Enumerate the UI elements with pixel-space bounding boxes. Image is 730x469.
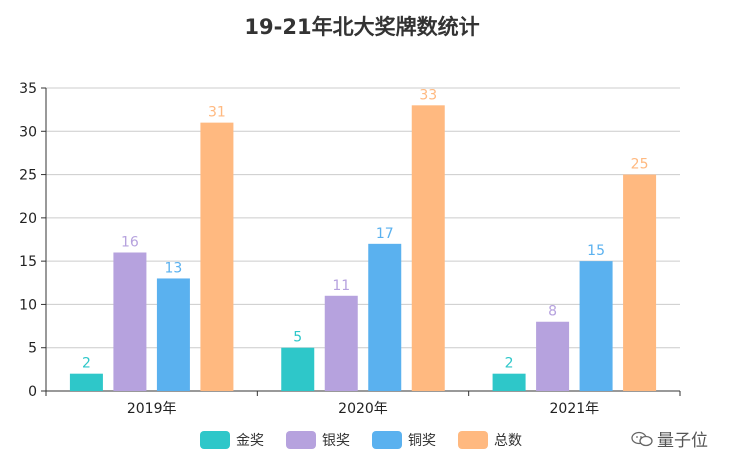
x-tick-label: 2020年 xyxy=(338,401,388,417)
legend-swatch xyxy=(372,431,402,449)
y-tick-label: 35 xyxy=(19,81,37,97)
x-tick-label: 2019年 xyxy=(127,401,177,417)
y-tick-label: 30 xyxy=(19,124,37,140)
data-label: 17 xyxy=(376,226,394,242)
y-tick-label: 20 xyxy=(19,211,37,227)
legend-label: 银奖 xyxy=(322,432,350,449)
data-label: 13 xyxy=(165,260,183,276)
watermark-text: 量子位 xyxy=(657,431,708,451)
data-label: 2 xyxy=(82,356,91,372)
legend-swatch xyxy=(458,431,488,449)
watermark: 量子位 xyxy=(631,426,708,451)
data-label: 2 xyxy=(505,356,514,372)
legend-swatch xyxy=(286,431,316,449)
bar-3-0 xyxy=(200,122,234,391)
bar-2-0 xyxy=(156,278,190,391)
bar-0-0 xyxy=(69,373,103,391)
data-label: 11 xyxy=(332,278,350,294)
legend-item[interactable]: 金奖 xyxy=(200,431,264,449)
y-axis: 0 5 10 15 20 25 30 35 xyxy=(19,81,47,400)
legend-label: 总数 xyxy=(494,433,522,449)
legend-label: 金奖 xyxy=(236,432,264,449)
y-tick-label: 15 xyxy=(19,254,37,270)
bars xyxy=(69,105,657,392)
gridlines xyxy=(46,87,680,349)
y-tick-label: 25 xyxy=(19,168,37,184)
y-tick-label: 10 xyxy=(19,297,37,313)
data-label: 31 xyxy=(208,105,226,121)
chart-title: 19-21年北大奖牌数统计 xyxy=(244,15,479,39)
bar-3-2 xyxy=(623,174,657,391)
bar-1-2 xyxy=(536,321,570,391)
bar-3-1 xyxy=(411,105,445,392)
bar-2-1 xyxy=(368,243,402,391)
data-label: 33 xyxy=(419,87,437,103)
x-axis: 2019年 2020年 2021年 xyxy=(45,390,681,417)
data-label: 16 xyxy=(121,234,139,250)
x-tick-label: 2021年 xyxy=(550,401,600,417)
wechat-icon xyxy=(631,431,653,446)
legend-label: 铜奖 xyxy=(408,432,436,449)
data-labels: 2 16 13 31 5 11 17 33 2 8 15 25 xyxy=(82,87,649,371)
legend[interactable]: 金奖 银奖 铜奖 总数 xyxy=(200,431,522,449)
bar-1-0 xyxy=(113,252,147,391)
data-label: 5 xyxy=(293,330,302,346)
legend-item[interactable]: 银奖 xyxy=(286,431,350,449)
y-tick-label: 0 xyxy=(28,384,37,400)
data-label: 25 xyxy=(631,157,649,173)
bar-2-2 xyxy=(579,261,613,391)
data-label: 15 xyxy=(587,243,605,259)
legend-item[interactable]: 总数 xyxy=(458,431,522,449)
bar-0-1 xyxy=(281,347,315,391)
data-label: 8 xyxy=(548,304,557,320)
legend-swatch xyxy=(200,431,230,449)
y-tick-label: 5 xyxy=(28,341,37,357)
bar-0-2 xyxy=(492,373,526,391)
bar-1-1 xyxy=(324,295,358,391)
legend-item[interactable]: 铜奖 xyxy=(372,431,436,449)
